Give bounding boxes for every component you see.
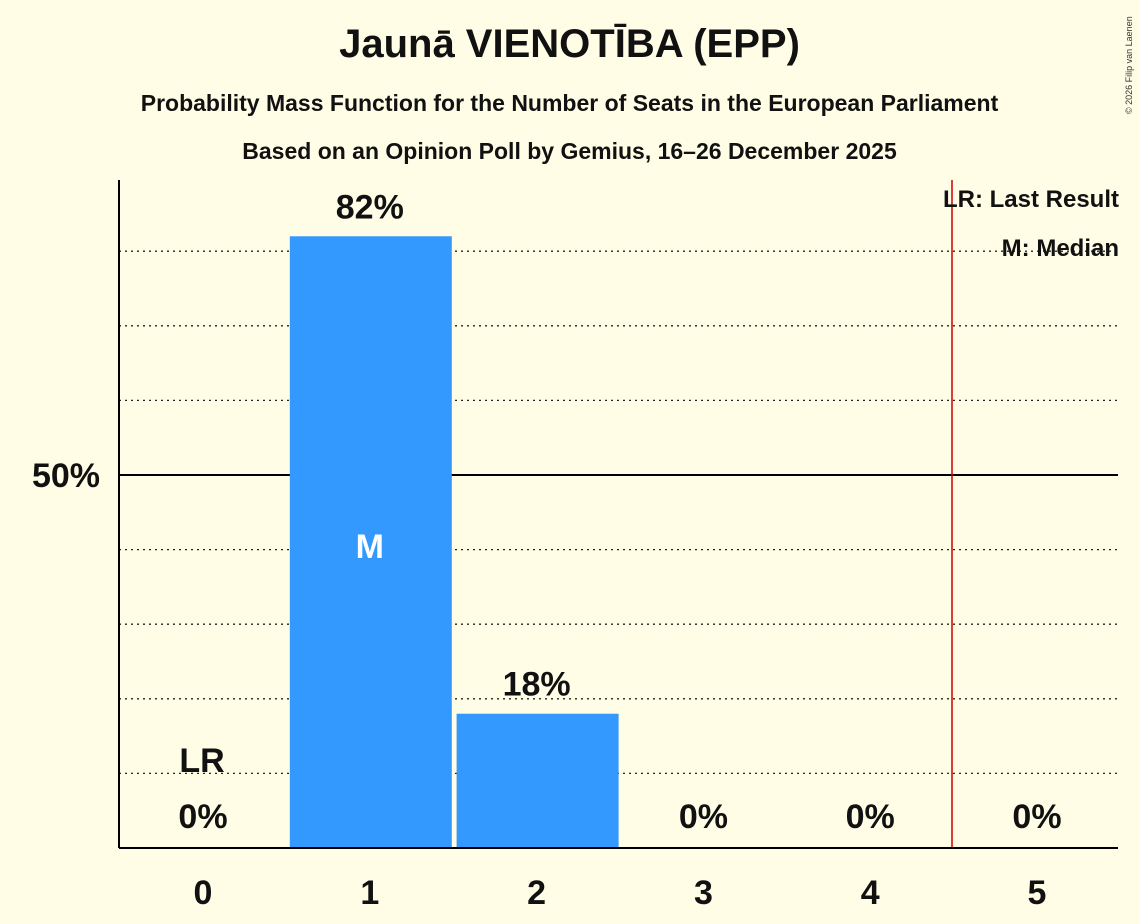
x-tick-label: 2 (527, 874, 546, 912)
bar-seat-2 (456, 713, 619, 848)
value-label: 0% (846, 798, 895, 836)
x-tick-label: 1 (360, 874, 379, 912)
value-label: 82% (336, 188, 404, 226)
value-label: 0% (1012, 798, 1061, 836)
value-label: 18% (503, 666, 571, 704)
x-tick-label: 4 (861, 874, 880, 912)
legend-median: M: Median (1001, 235, 1119, 262)
y-tick-label: 50% (32, 457, 100, 495)
value-label: 0% (679, 798, 728, 836)
chart-title: Jaunā VIENOTĪBA (EPP) (339, 22, 800, 66)
chart-source: Based on an Opinion Poll by Gemius, 16–2… (242, 138, 897, 164)
chart-subtitle: Probability Mass Function for the Number… (140, 90, 999, 116)
bar-seat-1 (289, 236, 452, 848)
value-label: 0% (178, 798, 227, 836)
x-tick-label: 3 (694, 874, 713, 912)
median-marker: M (356, 528, 384, 566)
legend-last-result: LR: Last Result (942, 186, 1119, 213)
x-tick-label: 5 (1028, 874, 1047, 912)
x-tick-label: 0 (194, 874, 213, 912)
last-result-marker: LR (179, 742, 224, 780)
